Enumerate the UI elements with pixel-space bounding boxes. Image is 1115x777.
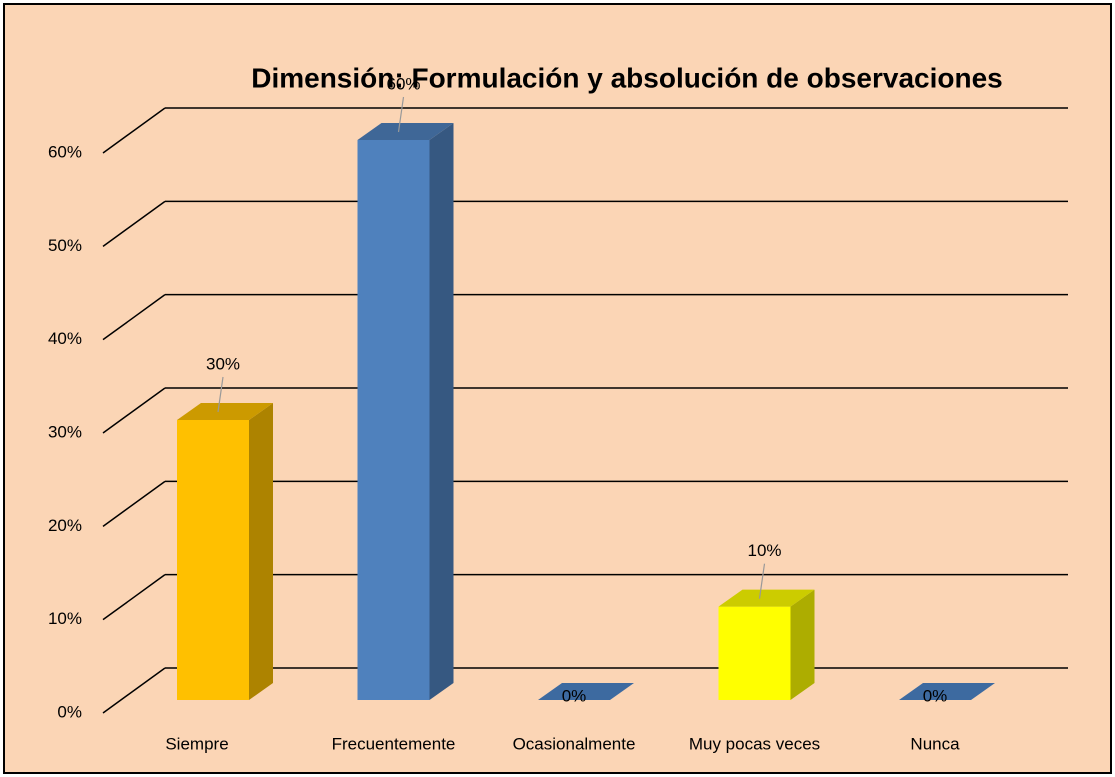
bar-top — [538, 683, 634, 700]
x-tick-label: Muy pocas veces — [689, 734, 820, 753]
bar — [357, 123, 454, 700]
y-tick-label: 40% — [48, 329, 82, 348]
bar-front — [357, 140, 430, 700]
axis-side-line — [102, 574, 166, 621]
axis-side-line — [102, 480, 166, 527]
y-tick-label: 10% — [48, 609, 82, 628]
axis-side-line — [102, 294, 166, 341]
value-label: 30% — [206, 354, 240, 373]
axis-side-line — [102, 387, 166, 434]
y-tick-label: 30% — [48, 422, 82, 441]
y-tick-label: 20% — [48, 516, 82, 535]
x-tick-label: Frecuentemente — [332, 734, 456, 753]
x-tick-label: Ocasionalmente — [513, 734, 636, 753]
x-tick-label: Siempre — [165, 734, 228, 753]
bar — [538, 683, 634, 700]
y-tick-label: 60% — [48, 142, 82, 161]
bar-side — [429, 123, 454, 700]
bar-side — [249, 403, 273, 700]
bar — [718, 589, 815, 700]
bar-top — [718, 589, 815, 607]
axis-side-line — [102, 107, 166, 154]
bar-top — [899, 683, 995, 700]
bar — [899, 683, 995, 700]
value-label: 10% — [747, 541, 781, 560]
bar — [177, 403, 273, 700]
bar-top — [357, 123, 454, 140]
value-label: 0% — [562, 686, 587, 705]
value-label: 0% — [923, 686, 948, 705]
leader-line — [758, 563, 766, 599]
axis-side-line — [102, 667, 166, 714]
bar-top — [177, 403, 273, 420]
y-tick-label: 50% — [48, 236, 82, 255]
y-tick-label: 0% — [57, 702, 82, 721]
leader-line — [217, 376, 224, 413]
x-tick-label: Nunca — [910, 734, 960, 753]
bar-front — [177, 420, 249, 700]
chart-title: Dimensión: Formulación y absolución de o… — [251, 62, 1003, 93]
leader-line — [397, 96, 405, 133]
axis-side-line — [102, 200, 166, 247]
bar-front — [718, 606, 791, 700]
value-label: 60% — [386, 74, 420, 93]
bar-side — [790, 589, 815, 700]
